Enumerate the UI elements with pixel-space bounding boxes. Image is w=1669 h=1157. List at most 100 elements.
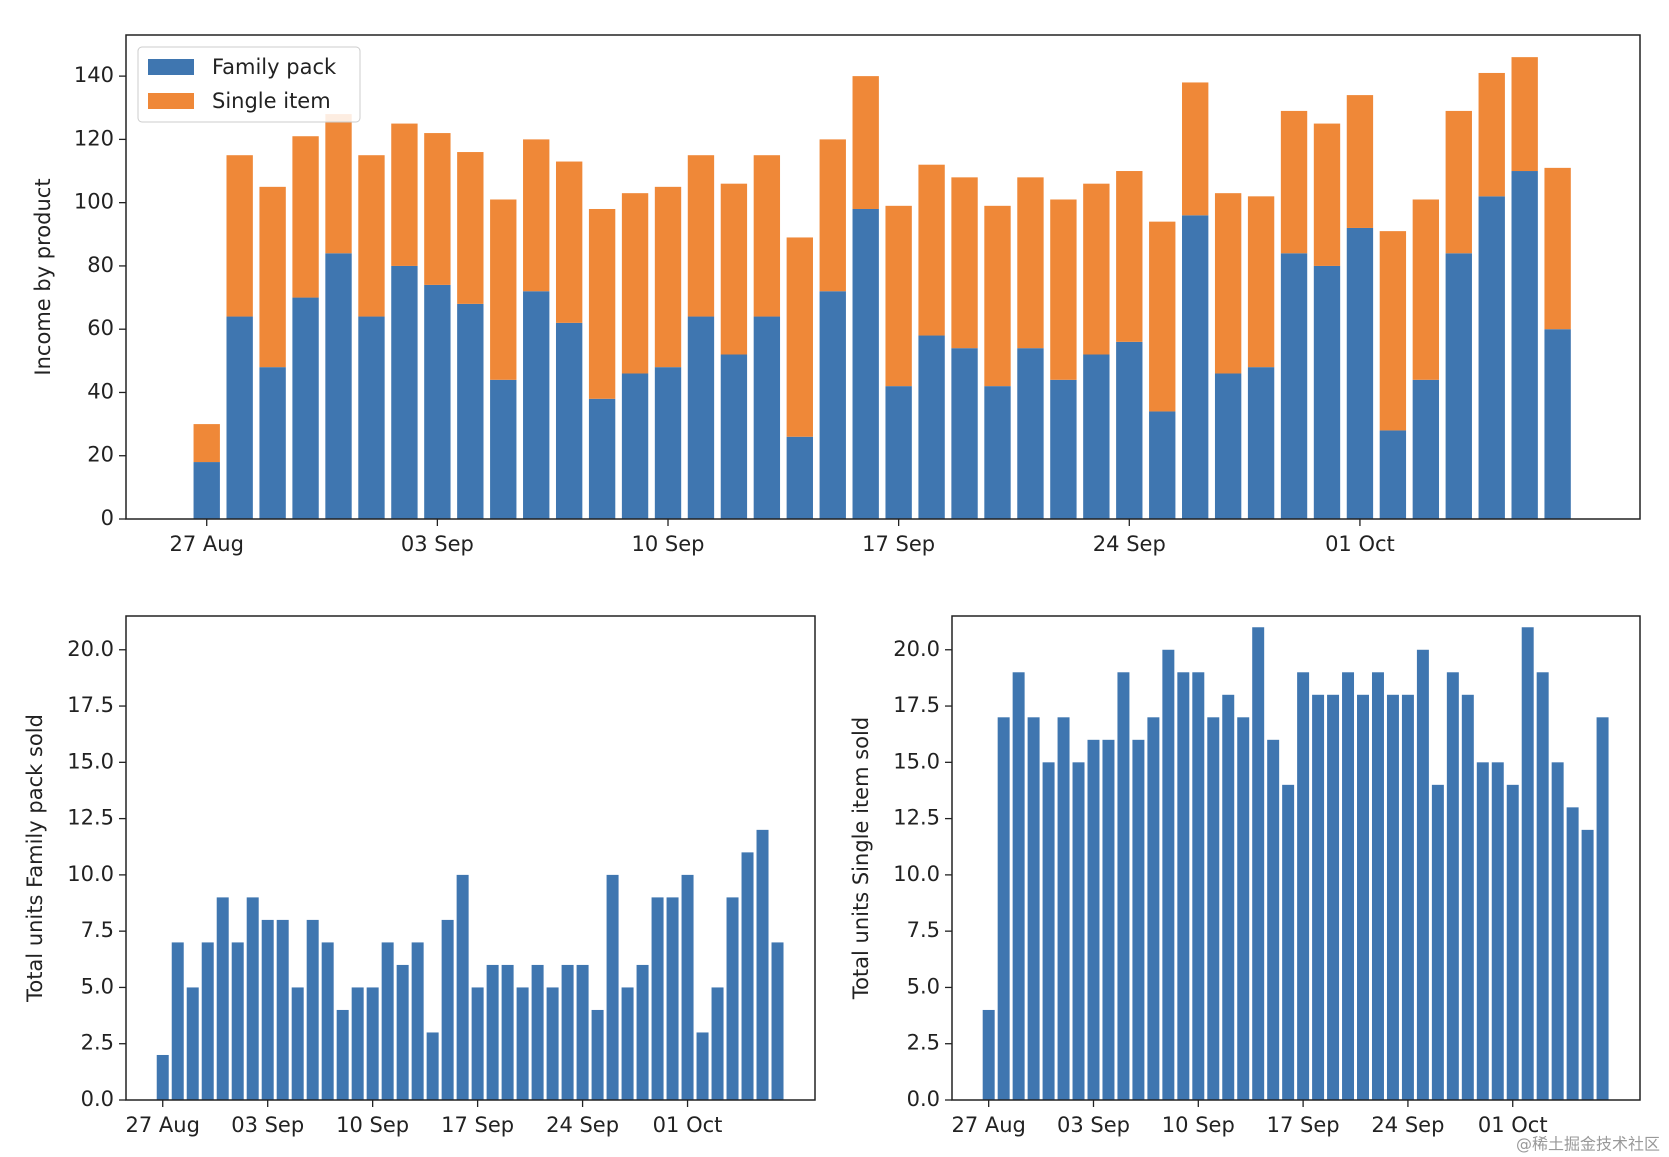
bar-segment xyxy=(391,123,418,266)
bar xyxy=(516,987,529,1100)
y-tick-label: 0.0 xyxy=(907,1087,940,1111)
bar-segment xyxy=(358,316,385,519)
bar xyxy=(997,717,1010,1100)
bar xyxy=(771,942,784,1100)
bar xyxy=(1386,694,1399,1100)
bar-segment xyxy=(1050,379,1077,519)
bar xyxy=(1177,672,1190,1100)
bar xyxy=(1536,672,1549,1100)
bar xyxy=(216,897,229,1100)
bar-segment xyxy=(523,291,550,519)
bar-segment xyxy=(424,284,451,519)
bar xyxy=(486,964,499,1100)
bar xyxy=(576,964,589,1100)
x-tick-label: 17 Sep xyxy=(1267,1113,1340,1137)
x-tick-label: 27 Aug xyxy=(126,1113,200,1137)
bar-segment xyxy=(1214,193,1242,374)
bar-segment xyxy=(984,386,1011,519)
bar xyxy=(1237,717,1250,1100)
bar-segment xyxy=(1149,411,1176,519)
x-tick-label: 24 Sep xyxy=(546,1113,619,1137)
bar-segment xyxy=(687,316,715,519)
bar-segment xyxy=(1116,341,1143,519)
bar xyxy=(351,987,364,1100)
y-tick-label: 60 xyxy=(87,316,114,340)
bar xyxy=(1087,739,1100,1100)
bar-segment xyxy=(1313,123,1341,266)
bar xyxy=(1132,739,1145,1100)
bar xyxy=(261,919,274,1100)
bar-segment xyxy=(1478,72,1505,197)
bar xyxy=(441,919,454,1100)
bar xyxy=(1192,672,1205,1100)
bar xyxy=(1431,784,1444,1100)
bar-segment xyxy=(490,379,517,519)
bar-segment xyxy=(984,205,1011,387)
bar-segment xyxy=(1017,348,1044,519)
bar xyxy=(1012,672,1025,1100)
bar xyxy=(231,942,244,1100)
bar-segment xyxy=(1313,265,1341,519)
bar-segment xyxy=(490,199,517,380)
x-tick-label: 03 Sep xyxy=(1057,1113,1130,1137)
bar-segment xyxy=(951,177,978,349)
bar xyxy=(1491,762,1504,1100)
y-tick-label: 0 xyxy=(101,506,114,530)
bar xyxy=(636,964,649,1100)
x-tick-label: 27 Aug xyxy=(951,1113,1025,1137)
bar xyxy=(1162,649,1175,1100)
y-tick-label: 15.0 xyxy=(893,749,940,773)
bar xyxy=(666,897,679,1100)
bar xyxy=(246,897,259,1100)
x-tick-label: 10 Sep xyxy=(632,532,705,556)
bar-segment xyxy=(786,237,813,437)
x-tick-label: 17 Sep xyxy=(862,532,935,556)
y-tick-label: 0.0 xyxy=(81,1087,114,1111)
bar xyxy=(606,874,619,1100)
bar xyxy=(201,942,214,1100)
bar-segment xyxy=(588,208,616,399)
bar xyxy=(726,897,739,1100)
bar xyxy=(501,964,514,1100)
x-tick-label: 10 Sep xyxy=(1162,1113,1235,1137)
bar-segment xyxy=(621,193,649,374)
bar xyxy=(651,897,664,1100)
bar xyxy=(591,1009,604,1100)
bar xyxy=(366,987,379,1100)
bar-segment xyxy=(1214,373,1242,519)
bar-segment xyxy=(1280,253,1308,519)
y-tick-label: 10.0 xyxy=(67,862,114,886)
y-axis-label: Total units Family pack sold xyxy=(23,714,47,1003)
bar-segment xyxy=(720,354,748,519)
bar xyxy=(186,987,199,1100)
bar xyxy=(1042,762,1055,1100)
bar xyxy=(711,987,724,1100)
x-tick-label: 03 Sep xyxy=(401,532,474,556)
bar-segment xyxy=(654,186,682,368)
bar-segment xyxy=(358,155,385,317)
bar xyxy=(1506,784,1519,1100)
bar-segment xyxy=(786,436,813,519)
bar xyxy=(1371,672,1384,1100)
bar-segment xyxy=(753,316,781,519)
bar-segment xyxy=(193,424,220,463)
bar-segment xyxy=(588,398,616,519)
bar-segment xyxy=(226,316,253,519)
bar-segment xyxy=(1445,110,1472,254)
axes-frame xyxy=(951,615,1641,1101)
bar-segment xyxy=(1346,95,1374,228)
x-tick-label: 01 Oct xyxy=(1325,532,1395,556)
bar xyxy=(982,1009,995,1100)
bar-segment xyxy=(1379,430,1407,519)
y-tick-label: 120 xyxy=(74,126,114,150)
x-tick-label: 24 Sep xyxy=(1371,1113,1444,1137)
y-tick-label: 2.5 xyxy=(907,1031,940,1055)
bar xyxy=(291,987,304,1100)
bar-segment xyxy=(1478,196,1505,520)
axes-frame xyxy=(125,615,816,1101)
bar xyxy=(1446,672,1459,1100)
bar xyxy=(696,1032,709,1100)
bar-segment xyxy=(1511,57,1538,172)
bar xyxy=(1566,807,1579,1100)
x-tick-label: 03 Sep xyxy=(231,1113,304,1137)
